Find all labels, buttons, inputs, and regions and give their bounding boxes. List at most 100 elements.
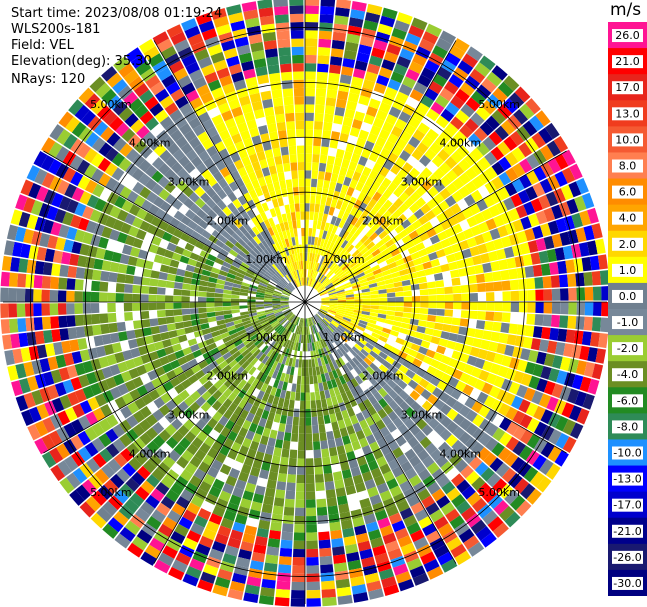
velocity-gate — [354, 240, 363, 250]
velocity-gate — [286, 482, 296, 492]
velocity-gate — [292, 253, 297, 263]
velocity-gate — [200, 180, 212, 192]
velocity-gate — [409, 318, 419, 326]
velocity-gate — [513, 109, 529, 125]
velocity-gate — [263, 192, 272, 203]
velocity-gate — [289, 314, 296, 322]
velocity-gate — [269, 245, 276, 254]
velocity-gate — [385, 540, 400, 553]
velocity-gate — [442, 529, 458, 544]
velocity-gate — [409, 191, 421, 203]
velocity-gate — [536, 378, 548, 393]
velocity-gate — [248, 312, 258, 317]
velocity-gate — [101, 226, 113, 239]
velocity-gate — [378, 293, 388, 298]
velocity-gate — [125, 148, 139, 163]
velocity-gate — [48, 159, 62, 175]
velocity-gate — [388, 364, 399, 375]
velocity-gate — [255, 304, 265, 308]
velocity-gate — [466, 327, 476, 338]
velocity-gate — [142, 268, 152, 278]
velocity-gate — [361, 471, 373, 482]
velocity-gate — [503, 197, 516, 211]
velocity-gate — [252, 196, 261, 207]
velocity-gate — [459, 372, 471, 384]
velocity-gate — [312, 153, 320, 163]
velocity-gate — [420, 551, 436, 565]
velocity-gate — [249, 249, 259, 258]
velocity-gate — [511, 178, 525, 193]
velocity-gate — [551, 355, 563, 369]
velocity-gate — [427, 308, 437, 316]
velocity-gate — [497, 186, 510, 201]
velocity-gate — [249, 127, 260, 138]
velocity-gate — [358, 319, 368, 326]
velocity-gate — [275, 405, 283, 415]
velocity-gate — [357, 191, 367, 202]
velocity-gate — [91, 313, 101, 325]
velocity-gate — [512, 410, 526, 425]
velocity-gate — [345, 291, 354, 296]
velocity-gate — [331, 332, 339, 341]
velocity-gate — [325, 97, 337, 107]
velocity-gate — [256, 371, 264, 381]
velocity-gate — [322, 239, 329, 249]
velocity-gate — [329, 252, 337, 261]
velocity-gate — [408, 272, 418, 280]
velocity-gate — [261, 320, 270, 327]
velocity-gate — [199, 442, 211, 454]
velocity-gate — [437, 551, 454, 566]
velocity-gate — [408, 25, 425, 39]
velocity-gate — [485, 409, 498, 423]
velocity-gate — [94, 468, 110, 484]
velocity-gate — [84, 426, 98, 442]
velocity-gate — [311, 358, 316, 368]
velocity-gate — [262, 275, 271, 282]
velocity-gate — [246, 25, 262, 37]
velocity-gate — [258, 124, 269, 135]
velocity-gate — [398, 229, 409, 239]
velocity-gate — [42, 219, 54, 234]
velocity-gate — [313, 341, 318, 351]
velocity-gate — [328, 308, 337, 313]
velocity-gate — [230, 170, 241, 181]
velocity-gate — [326, 397, 333, 407]
velocity-gate — [586, 240, 598, 256]
velocity-gate — [318, 264, 324, 273]
velocity-gate — [265, 312, 275, 317]
velocity-gate — [137, 249, 149, 260]
velocity-gate — [156, 67, 173, 81]
velocity-gate — [245, 412, 255, 423]
velocity-gate — [95, 345, 107, 358]
velocity-gate — [191, 319, 201, 326]
velocity-gate — [320, 307, 329, 312]
velocity-gate — [187, 374, 199, 385]
velocity-gate — [146, 474, 160, 488]
velocity-gate — [74, 314, 84, 327]
velocity-gate — [391, 374, 402, 385]
velocity-gate — [469, 246, 480, 257]
velocity-gate — [221, 39, 236, 52]
velocity-gate — [314, 315, 320, 323]
velocity-gate — [247, 252, 256, 261]
velocity-gate — [546, 340, 558, 354]
velocity-gate — [455, 231, 467, 243]
velocity-gate — [192, 349, 203, 359]
velocity-gate — [382, 199, 393, 210]
velocity-gate — [280, 295, 290, 299]
velocity-gate — [338, 272, 347, 280]
velocity-gate — [41, 316, 52, 330]
velocity-gate — [501, 312, 511, 323]
velocity-gate — [412, 572, 429, 586]
velocity-gate — [133, 139, 147, 154]
velocity-gate — [532, 454, 547, 471]
velocity-gate — [234, 140, 246, 152]
velocity-gate — [320, 0, 336, 7]
velocity-gate — [529, 115, 544, 132]
velocity-gate — [404, 185, 416, 197]
velocity-gate — [498, 259, 509, 271]
velocity-gate — [314, 383, 320, 393]
velocity-gate — [139, 220, 151, 232]
velocity-gate — [452, 400, 464, 413]
velocity-gate — [331, 395, 339, 406]
